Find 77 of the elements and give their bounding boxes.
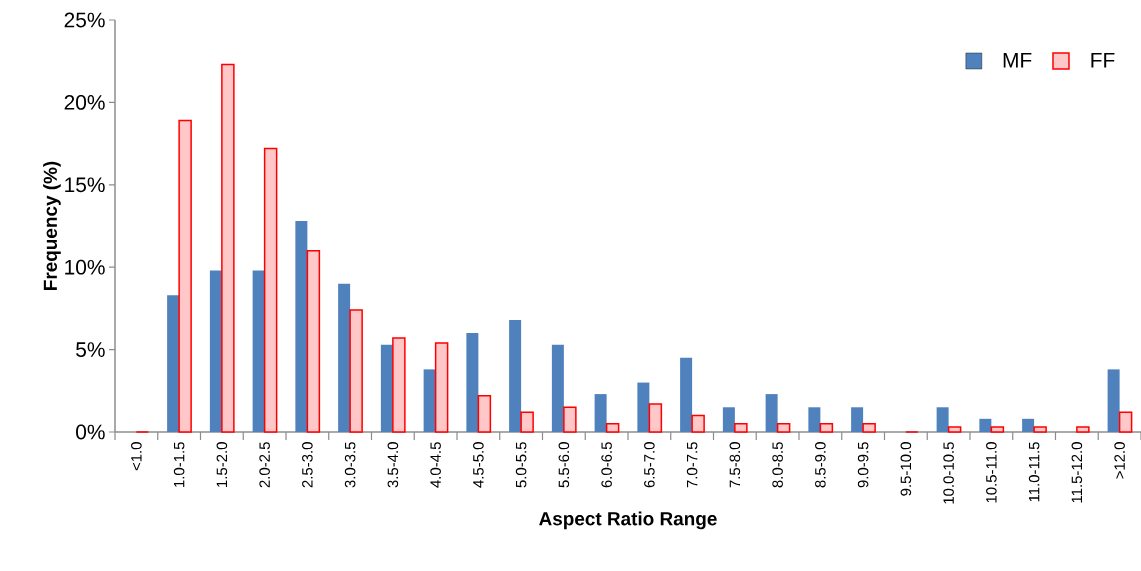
bar	[605, 423, 620, 433]
x-axis-title: Aspect Ratio Range	[539, 511, 717, 530]
bar	[936, 407, 949, 432]
x-tick-label: 10.5-11.0	[986, 442, 997, 503]
bar	[252, 270, 265, 432]
y-tick-label: 10%	[65, 259, 105, 275]
bar	[263, 147, 278, 433]
bar	[862, 423, 876, 433]
bar	[1107, 369, 1120, 432]
x-tick-label: 7.0-7.5	[686, 442, 698, 488]
x-tick-label: 8.5-9.0	[815, 442, 826, 488]
x-tick-label: 6.5-7.0	[644, 442, 655, 488]
y-tick-label: 25%	[64, 12, 105, 28]
bar	[178, 119, 192, 433]
bar	[734, 423, 748, 433]
bar	[306, 249, 321, 433]
bar	[434, 342, 449, 433]
x-tick-label: 3.5-4.0	[387, 442, 399, 488]
y-tick-label: 5%	[76, 342, 105, 357]
bar	[509, 319, 522, 432]
bar	[808, 407, 821, 432]
bar	[594, 394, 607, 432]
x-tick-label: 6.0-6.5	[601, 442, 612, 488]
bar	[1033, 426, 1047, 433]
bar	[1076, 426, 1090, 433]
x-tick-label: 7.5-8.0	[729, 442, 741, 488]
x-tick-label: 4.5-5.0	[473, 442, 484, 488]
x-tick-label: 11.5-12.0	[1071, 442, 1083, 503]
bar	[648, 403, 663, 433]
bar	[209, 270, 222, 432]
bar	[691, 414, 705, 433]
bar	[990, 426, 1005, 433]
x-tick-label: 11.0-11.5	[1028, 442, 1040, 502]
bar	[979, 418, 992, 432]
bar	[551, 344, 564, 432]
y-tick-label: 15%	[65, 177, 105, 193]
bar	[423, 369, 436, 432]
y-axis-title: Frequency (%)	[43, 161, 61, 290]
x-tick-label: 8.0-8.5	[772, 442, 783, 488]
x-tick-label: 9.5-10.0	[900, 442, 912, 496]
bar	[380, 344, 393, 432]
legend-label: FF	[1091, 53, 1115, 68]
bar	[392, 337, 406, 433]
x-tick-label: 3.0-3.5	[344, 442, 356, 488]
x-tick-label: 1.5-2.0	[216, 442, 228, 487]
bar	[680, 357, 693, 432]
legend-label: MF	[1003, 53, 1032, 68]
bar	[1118, 411, 1133, 433]
bar	[563, 406, 577, 433]
x-tick-label: 4.0-4.5	[430, 442, 441, 488]
x-tick-label: 1.0-1.5	[173, 442, 185, 487]
bar	[167, 295, 180, 432]
bar	[947, 426, 962, 433]
x-tick-label: 10.0-10.5	[943, 442, 954, 504]
x-tick-label: 5.5-6.0	[558, 442, 570, 488]
y-tick-label: 20%	[64, 94, 105, 110]
bar	[1022, 418, 1035, 432]
bar	[338, 283, 351, 432]
bar	[776, 423, 791, 433]
bar	[520, 411, 534, 433]
bar	[722, 407, 735, 432]
bar	[466, 333, 479, 432]
bar	[765, 394, 778, 432]
bar	[477, 394, 492, 433]
x-tick-label: 9.0-9.5	[857, 442, 869, 488]
bar	[851, 407, 864, 432]
bar	[637, 382, 650, 432]
bar	[349, 309, 363, 433]
x-tick-label: 2.5-3.0	[302, 442, 313, 488]
x-tick-label: 5.0-5.5	[515, 442, 527, 488]
bar	[295, 221, 308, 432]
x-tick-label: 2.0-2.5	[259, 442, 270, 488]
bar	[819, 423, 834, 433]
x-tick-label: >12.0	[1114, 442, 1125, 479]
y-tick-label: 0%	[76, 424, 105, 440]
x-tick-label: <1.0	[131, 442, 142, 471]
bar	[221, 63, 235, 433]
